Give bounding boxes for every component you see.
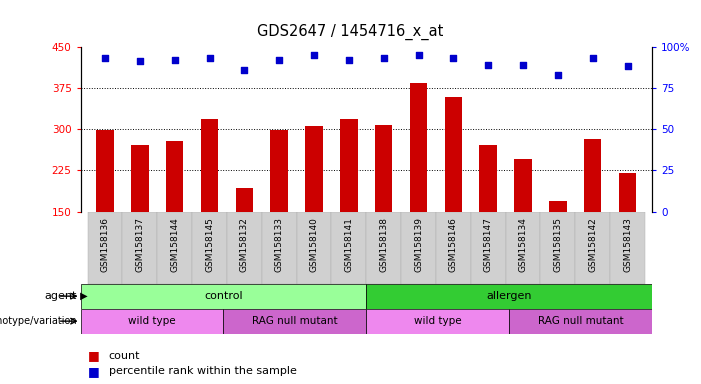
Bar [81, 284, 366, 309]
Bar [401, 212, 436, 284]
Text: GSM158140: GSM158140 [310, 217, 318, 272]
Text: ■: ■ [88, 349, 100, 362]
Bar [261, 212, 297, 284]
Text: GSM158144: GSM158144 [170, 217, 179, 272]
Text: GSM158134: GSM158134 [519, 217, 528, 272]
Bar [509, 309, 652, 334]
Bar [584, 139, 601, 212]
Text: RAG null mutant: RAG null mutant [538, 316, 623, 326]
Bar [549, 200, 566, 212]
Bar [166, 141, 184, 212]
Point [100, 55, 111, 61]
Point [308, 52, 320, 58]
Point [378, 55, 389, 61]
Point [169, 57, 180, 63]
Bar [192, 212, 227, 284]
Bar [576, 212, 610, 284]
Text: GSM158141: GSM158141 [344, 217, 353, 272]
Text: ■: ■ [88, 365, 100, 378]
Text: GDS2647 / 1454716_x_at: GDS2647 / 1454716_x_at [257, 23, 444, 40]
Text: GSM158145: GSM158145 [205, 217, 214, 272]
Point [204, 55, 215, 61]
Bar [505, 212, 540, 284]
Bar [436, 212, 471, 284]
Bar [479, 144, 497, 212]
Bar [227, 212, 261, 284]
Bar [88, 212, 123, 284]
Point [239, 67, 250, 73]
Bar [540, 212, 576, 284]
Bar [297, 212, 332, 284]
Bar [471, 212, 505, 284]
Bar [375, 125, 393, 212]
Text: GSM158132: GSM158132 [240, 217, 249, 272]
Text: ▶: ▶ [77, 291, 88, 301]
Point [552, 72, 564, 78]
Bar [610, 212, 645, 284]
Bar [157, 212, 192, 284]
Point [622, 63, 633, 70]
Bar [340, 119, 358, 212]
Bar [515, 159, 532, 212]
Text: GSM158139: GSM158139 [414, 217, 423, 272]
Bar [81, 309, 224, 334]
Text: percentile rank within the sample: percentile rank within the sample [109, 366, 297, 376]
Text: GSM158136: GSM158136 [100, 217, 109, 272]
Text: GSM158142: GSM158142 [588, 217, 597, 272]
Point [343, 57, 355, 63]
Text: GSM158133: GSM158133 [275, 217, 284, 272]
Bar [96, 130, 114, 212]
Text: allergen: allergen [486, 291, 532, 301]
Bar [131, 144, 149, 212]
Text: GSM158143: GSM158143 [623, 217, 632, 272]
Bar [236, 188, 253, 212]
Text: GSM158147: GSM158147 [484, 217, 493, 272]
Bar [200, 119, 218, 212]
Bar [306, 126, 322, 212]
Text: GSM158137: GSM158137 [135, 217, 144, 272]
Point [413, 52, 424, 58]
Bar [366, 284, 652, 309]
Text: GSM158135: GSM158135 [553, 217, 562, 272]
Bar [271, 130, 288, 212]
Bar [444, 97, 462, 212]
Text: GSM158138: GSM158138 [379, 217, 388, 272]
Bar [619, 173, 637, 212]
Point [587, 55, 599, 61]
Text: genotype/variation: genotype/variation [0, 316, 77, 326]
Point [448, 55, 459, 61]
Point [517, 62, 529, 68]
Text: control: control [204, 291, 243, 301]
Bar [224, 309, 366, 334]
Bar [367, 212, 401, 284]
Text: wild type: wild type [128, 316, 176, 326]
Point [482, 62, 494, 68]
Text: wild type: wild type [414, 316, 461, 326]
Bar [123, 212, 157, 284]
Text: GSM158146: GSM158146 [449, 217, 458, 272]
Bar [332, 212, 366, 284]
Point [134, 58, 145, 65]
Text: count: count [109, 351, 140, 361]
Bar [366, 309, 509, 334]
Point [273, 57, 285, 63]
Bar [410, 83, 427, 212]
Text: agent: agent [45, 291, 77, 301]
Text: RAG null mutant: RAG null mutant [252, 316, 338, 326]
